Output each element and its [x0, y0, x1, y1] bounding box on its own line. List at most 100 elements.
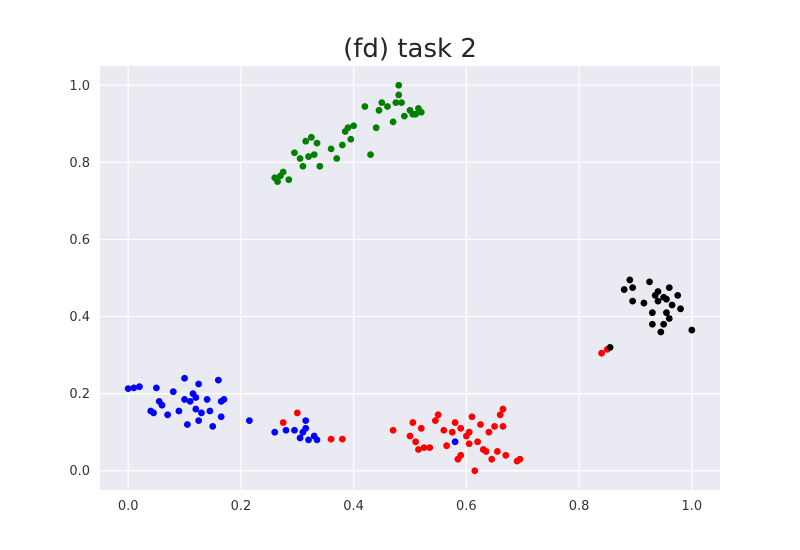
data-point — [195, 380, 203, 388]
data-point — [279, 419, 287, 426]
data-point — [395, 91, 403, 99]
data-point — [443, 442, 451, 450]
data-point — [389, 118, 397, 126]
data-point — [302, 137, 310, 145]
data-point — [412, 110, 420, 118]
data-point — [296, 434, 304, 442]
data-point — [657, 328, 665, 336]
data-point — [412, 438, 420, 446]
data-point — [665, 315, 673, 322]
data-point — [620, 286, 628, 293]
data-point — [338, 141, 346, 149]
data-point — [285, 176, 293, 184]
x-tick-label: 0.2 — [231, 499, 252, 514]
data-point — [502, 451, 510, 459]
data-point — [313, 436, 321, 444]
x-tick-label: 1.0 — [681, 499, 702, 514]
x-tick-label: 0.6 — [456, 499, 477, 514]
data-point — [327, 435, 335, 443]
data-point — [440, 426, 448, 434]
data-point — [485, 428, 493, 436]
data-point — [688, 326, 696, 334]
data-point — [646, 278, 653, 286]
data-point — [468, 413, 476, 421]
data-point — [654, 288, 662, 295]
data-point — [220, 396, 228, 403]
data-point — [471, 467, 479, 475]
data-point — [181, 396, 188, 403]
data-point — [426, 444, 434, 451]
data-point — [477, 421, 484, 428]
data-point — [654, 297, 662, 305]
data-point — [279, 168, 287, 176]
data-point — [674, 291, 682, 299]
data-point — [274, 178, 281, 186]
data-point — [378, 99, 386, 107]
data-point — [629, 284, 637, 292]
data-point — [415, 446, 422, 453]
data-point — [409, 419, 417, 426]
data-point — [398, 99, 405, 107]
data-point — [465, 440, 473, 448]
data-point — [150, 409, 157, 417]
data-point — [307, 133, 315, 141]
data-point — [434, 411, 442, 419]
data-point — [406, 432, 414, 440]
data-point — [451, 438, 459, 446]
data-point — [417, 424, 425, 432]
data-point — [310, 151, 318, 159]
data-point — [516, 455, 524, 463]
data-point — [663, 295, 670, 303]
data-point — [640, 299, 648, 307]
data-point — [668, 301, 676, 309]
y-tick-label: 0.6 — [69, 233, 90, 248]
data-point — [488, 455, 496, 463]
data-point — [465, 428, 473, 436]
data-point — [496, 411, 504, 419]
data-point — [245, 417, 253, 425]
data-point — [296, 155, 304, 162]
data-point — [367, 151, 374, 159]
data-point — [417, 108, 425, 116]
data-point — [375, 106, 383, 114]
data-point — [195, 417, 203, 425]
data-point — [491, 423, 498, 430]
y-tick-label: 0.0 — [69, 464, 90, 479]
data-point — [606, 343, 614, 351]
data-point — [313, 139, 321, 147]
data-point — [457, 451, 465, 459]
data-point — [214, 376, 222, 384]
data-point — [448, 428, 456, 436]
data-point — [124, 385, 132, 393]
data-point — [198, 409, 205, 417]
data-point — [192, 394, 200, 401]
data-point — [648, 309, 656, 317]
data-point — [372, 124, 380, 132]
data-point — [499, 423, 507, 430]
data-point — [130, 384, 138, 392]
data-point — [344, 124, 352, 132]
data-point — [400, 112, 408, 120]
chart-title: (fd) task 2 — [343, 34, 477, 64]
y-tick-label: 1.0 — [69, 79, 90, 94]
data-point — [299, 162, 307, 170]
data-point — [217, 413, 225, 421]
data-point — [493, 448, 501, 455]
data-point — [203, 396, 211, 403]
x-axis-ticks: 0.0 0.2 0.4 0.6 0.8 1.0 — [118, 499, 702, 514]
data-point — [384, 103, 391, 110]
data-point — [175, 407, 183, 415]
data-point — [431, 417, 439, 425]
y-tick-label: 0.8 — [69, 156, 90, 171]
data-point — [282, 426, 290, 434]
data-point — [629, 297, 637, 305]
data-point — [183, 421, 191, 428]
data-point — [169, 388, 177, 396]
data-point — [209, 423, 217, 430]
data-point — [302, 417, 310, 425]
data-point — [271, 428, 279, 436]
x-tick-label: 0.4 — [343, 499, 364, 514]
data-point — [347, 135, 355, 143]
data-point — [598, 349, 606, 357]
